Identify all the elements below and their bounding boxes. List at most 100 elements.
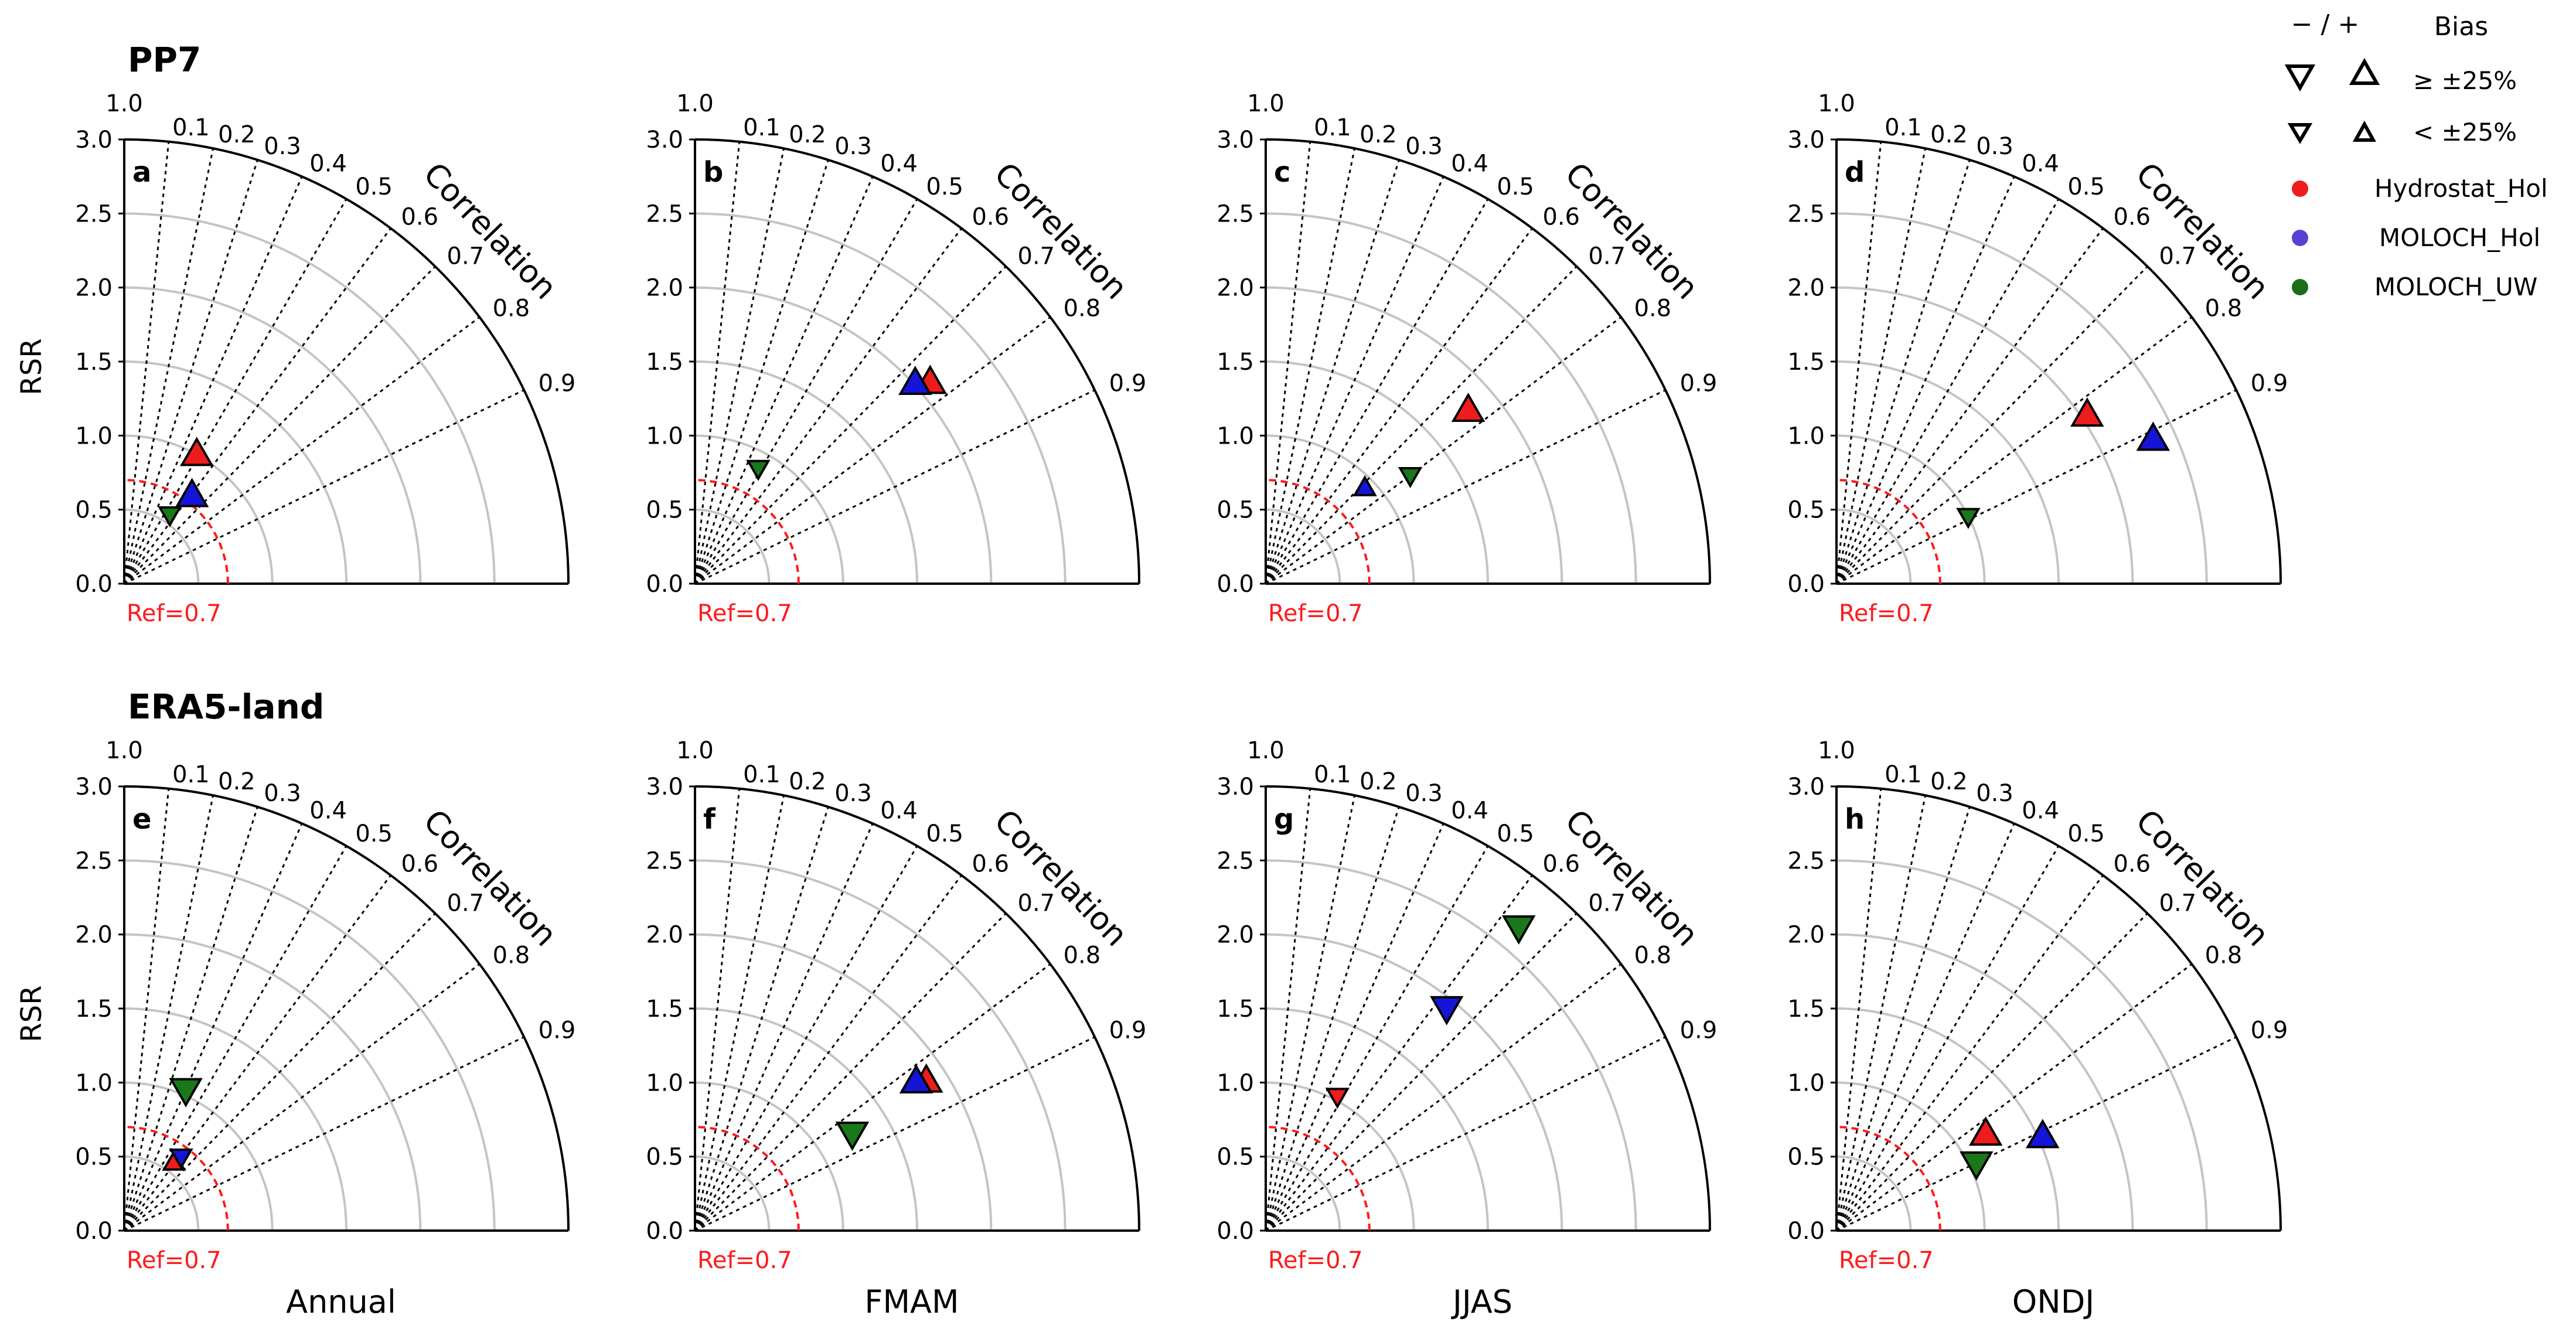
y-tick-label: 3.0: [1787, 774, 1825, 800]
y-tick-label: 1.5: [646, 996, 683, 1023]
corr-ray: [1835, 141, 1882, 584]
panel-letter: h: [1845, 803, 1865, 836]
corr-tick-label: 0.2: [1359, 768, 1397, 795]
y-tick-label: 0.5: [646, 1144, 683, 1171]
corr-ray: [124, 316, 481, 585]
corr-tick-label: 0.5: [355, 173, 393, 200]
corr-tick-label: 0.4: [309, 150, 347, 177]
reference-label: Ref=0.7: [1839, 1247, 1934, 1274]
std-arc: [1265, 933, 1563, 1231]
std-arc: [124, 933, 422, 1231]
corr-tick-label: 0.7: [2159, 890, 2197, 917]
corr-tick-label: 0.8: [493, 295, 530, 322]
corr-tick-label: 0.2: [789, 768, 826, 795]
y-tick-label: 0.5: [1787, 497, 1825, 524]
panel-letter: b: [703, 156, 723, 189]
corr-tick-label: 0.6: [1542, 203, 1580, 230]
std-arc: [1265, 859, 1637, 1231]
std-arc: [1836, 1007, 2060, 1231]
corr-ray: [694, 148, 785, 584]
std-arc: [694, 360, 918, 584]
legend-large-up-triangle: [2349, 57, 2380, 85]
corr-ray: [694, 159, 829, 584]
legend-label-moloch-hol: MOLOCH_Hol: [2379, 223, 2540, 252]
y-tick-label: 0.0: [75, 571, 113, 598]
corr-ray: [694, 227, 963, 584]
corr-tick-label: 0.3: [1405, 780, 1443, 807]
panel-letter: c: [1274, 156, 1290, 189]
y-tick-label: 2.5: [646, 200, 683, 227]
corr-tick-label: 0.3: [1976, 780, 2013, 807]
y-tick-label: 1.5: [75, 996, 113, 1023]
marker-moloch-hol: [175, 478, 209, 507]
taylor-panel-f: 0.0 0.5 1.0 1.5 2.0 2.5 3.0 0.9 0.8 0.7 0.6 0.5 0.4 0…: [646, 737, 1146, 1274]
corr-axis-label: Correlation: [987, 155, 1134, 306]
corr-ray: [1265, 795, 1356, 1231]
corr-ray: [1836, 963, 2193, 1232]
corr-ray: [1265, 912, 1577, 1232]
corr-tick-label: 0.9: [1680, 370, 1718, 397]
corr-tick-label: 0.9: [539, 370, 576, 397]
corr-tick-label: 0.4: [880, 797, 918, 824]
y-tick-label: 0.5: [646, 497, 683, 524]
corr-tick-label: 0.7: [2159, 243, 2197, 270]
y-tick-label: 0.0: [1217, 1218, 1254, 1245]
taylor-panel-d: 0.0 0.5 1.0 1.5 2.0 2.5 3.0 0.9 0.8 0.7 0.6 0.5 0.4 0…: [1787, 90, 2288, 627]
corr-ray: [694, 806, 829, 1231]
marker-moloch-hol: [1352, 475, 1377, 496]
corr-tick-label: 0.6: [1542, 850, 1580, 877]
corr-ray: [694, 788, 741, 1231]
marker-moloch-uw: [746, 459, 771, 481]
corr-ray: [1836, 389, 2237, 585]
y-tick-label: 2.0: [75, 922, 113, 949]
corr-tick-label: 0.9: [2251, 1017, 2288, 1044]
corr-tick-label: 0.9: [1680, 1017, 1718, 1044]
std-arc: [124, 1155, 200, 1231]
y-tick-label: 1.0: [1217, 423, 1254, 449]
y-tick-label: 2.5: [75, 847, 113, 874]
corr-ray: [123, 823, 303, 1231]
row-title-era5-land: ERA5-land: [128, 687, 324, 727]
corr-ray: [1265, 316, 1622, 585]
corr-ray: [1835, 795, 1927, 1231]
marker-hydrostat-hol: [1325, 1088, 1350, 1109]
corr-top-label: 1.0: [676, 90, 714, 117]
std-arc: [124, 1081, 274, 1231]
corr-tick-label: 0.4: [2022, 797, 2059, 824]
std-arc: [694, 286, 993, 584]
std-arc: [1836, 286, 2134, 584]
corr-ray: [1265, 265, 1577, 585]
panel-letter: f: [703, 803, 716, 836]
y-tick-label: 2.0: [75, 275, 113, 302]
y-tick-label: 0.0: [646, 1218, 683, 1245]
corr-ray: [124, 1036, 524, 1232]
corr-tick-label: 0.7: [1018, 243, 1055, 270]
corr-tick-label: 0.2: [218, 121, 255, 148]
corr-ray: [1265, 874, 1534, 1231]
std-arc: [1836, 434, 1986, 584]
panel-letter: e: [132, 803, 152, 836]
corr-top-label: 1.0: [1818, 90, 1855, 117]
marker-moloch-uw: [1956, 507, 1981, 529]
corr-ray: [694, 795, 785, 1231]
corr-tick-label: 0.8: [2205, 295, 2243, 322]
corr-tick-label: 0.1: [172, 114, 210, 141]
marker-moloch-hol: [2026, 1119, 2060, 1149]
corr-ray: [1835, 198, 2060, 584]
corr-ray: [123, 795, 214, 1231]
corr-ray: [694, 389, 1095, 585]
corr-tick-label: 0.6: [972, 203, 1009, 230]
reference-label: Ref=0.7: [127, 600, 222, 627]
taylor-panel-a: 0.0 0.5 1.0 1.5 2.0 2.5 3.0 0.9 0.8 0.7 0.6 0.5 0.4 0…: [75, 90, 575, 627]
corr-tick-label: 0.4: [880, 150, 918, 177]
corr-top-label: 1.0: [105, 90, 143, 117]
std-arc: [694, 1007, 918, 1231]
y-tick-label: 0.5: [1217, 1144, 1254, 1171]
corr-tick-label: 0.4: [309, 797, 347, 824]
y-tick-label: 1.0: [1787, 423, 1825, 449]
y-tick-label: 0.0: [1217, 571, 1254, 598]
corr-tick-label: 0.8: [1064, 295, 1101, 322]
corr-tick-label: 0.7: [447, 243, 485, 270]
y-tick-label: 1.0: [646, 423, 683, 449]
